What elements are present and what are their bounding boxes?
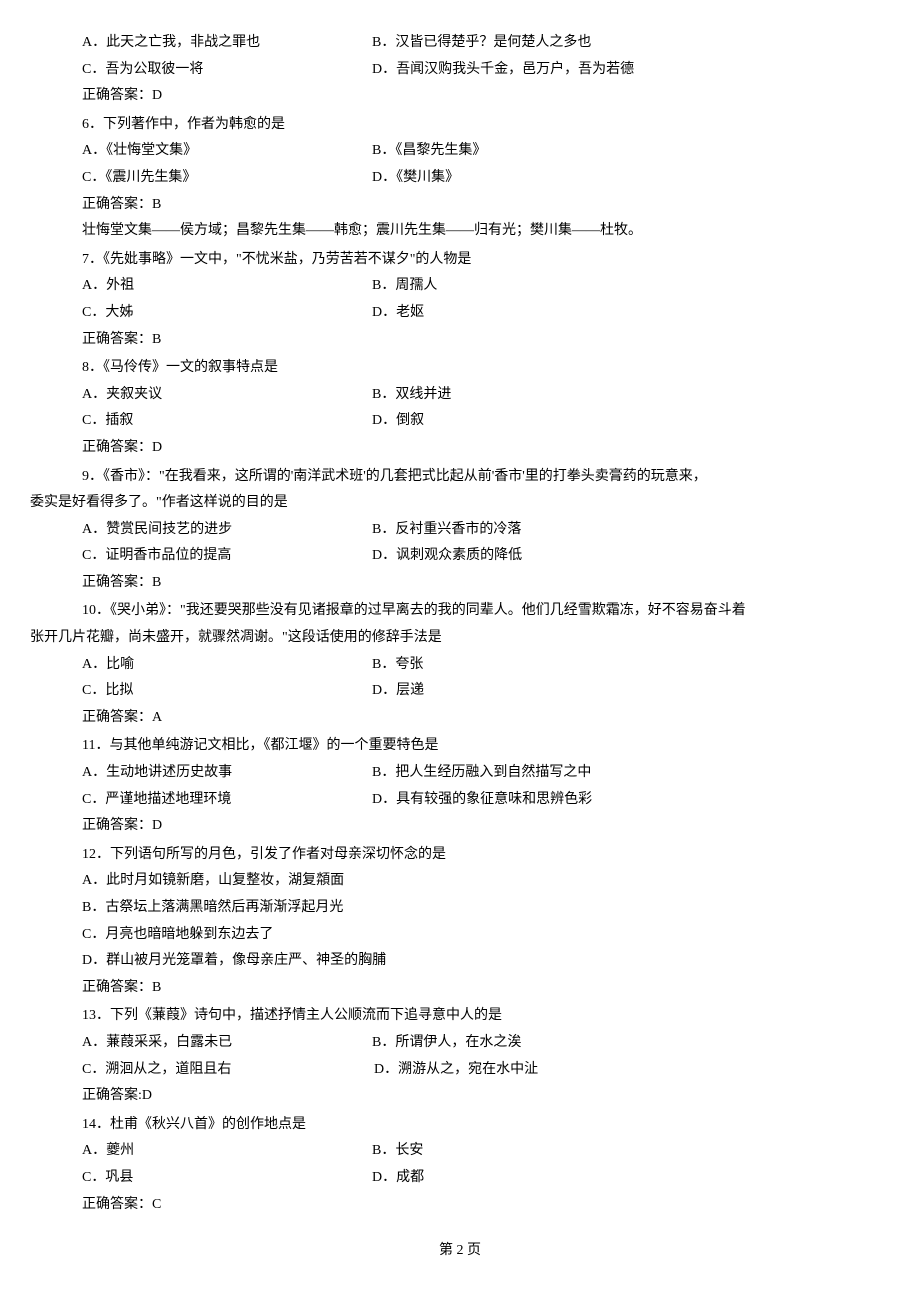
option-a: A．此天之亡我，非战之罪也 — [30, 30, 372, 57]
question-9: 9．《香市》："在我看来，这所谓的'南洋武术班'的几套把式比起从前'香市'里的打… — [30, 464, 890, 597]
option-a: A．外祖 — [30, 273, 372, 300]
question-text-line1: 9．《香市》："在我看来，这所谓的'南洋武术班'的几套把式比起从前'香市'里的打… — [30, 464, 890, 491]
question-text-line1: 10．《哭小弟》："我还要哭那些没有见诸报章的过早离去的我的同辈人。他们几经雪欺… — [30, 598, 890, 625]
option-row: A．此天之亡我，非战之罪也 B．汉皆已得楚乎？是何楚人之多也 — [30, 30, 890, 57]
option-d: D．溯游从之，宛在水中沚 — [372, 1057, 890, 1084]
option-d: D．群山被月光笼罩着，像母亲庄严、神圣的胸脯 — [30, 948, 890, 975]
question-13: 13．下列《蒹葭》诗句中，描述抒情主人公顺流而下追寻意中人的是 A．蒹葭采采，白… — [30, 1003, 890, 1109]
question-text: 12．下列语句所写的月色，引发了作者对母亲深切怀念的是 — [30, 842, 890, 869]
question-6: 6．下列著作中，作者为韩愈的是 A．《壮悔堂文集》 B．《昌黎先生集》 C．《震… — [30, 112, 890, 245]
option-c: C．吾为公取彼一将 — [30, 57, 372, 84]
option-b: B．反衬重兴香市的冷落 — [372, 517, 890, 544]
option-c: C．大姊 — [30, 300, 372, 327]
option-b: B．把人生经历融入到自然描写之中 — [372, 760, 890, 787]
question-12: 12．下列语句所写的月色，引发了作者对母亲深切怀念的是 A．此时月如镜新磨，山复… — [30, 842, 890, 1002]
answer: 正确答案：B — [30, 192, 890, 219]
option-row: A．比喻 B．夸张 — [30, 652, 890, 679]
option-d: D．《樊川集》 — [372, 165, 890, 192]
answer: 正确答案：D — [30, 813, 890, 840]
option-a: A．夹叙夹议 — [30, 382, 372, 409]
explanation: 壮悔堂文集——侯方域；昌黎先生集——韩愈；震川先生集——归有光；樊川集——杜牧。 — [30, 218, 890, 245]
option-row: A．赞赏民间技艺的进步 B．反衬重兴香市的冷落 — [30, 517, 890, 544]
answer: 正确答案：C — [30, 1192, 890, 1219]
question-text: 7．《先妣事略》一文中，"不忧米盐，乃劳苦若不谋夕"的人物是 — [30, 247, 890, 274]
answer: 正确答案：B — [30, 975, 890, 1002]
option-b: B．所谓伊人，在水之涘 — [372, 1030, 890, 1057]
question-text-line2: 委实是好看得多了。"作者这样说的目的是 — [30, 490, 890, 517]
question-7: 7．《先妣事略》一文中，"不忧米盐，乃劳苦若不谋夕"的人物是 A．外祖 B．周孺… — [30, 247, 890, 353]
question-14: 14．杜甫《秋兴八首》的创作地点是 A．夔州 B．长安 C．巩县 D．成都 正确… — [30, 1112, 890, 1218]
answer: 正确答案:D — [30, 1083, 890, 1110]
option-row: A．夹叙夹议 B．双线并进 — [30, 382, 890, 409]
question-text: 8．《马伶传》一文的叙事特点是 — [30, 355, 890, 382]
option-d: D．层递 — [372, 678, 890, 705]
option-row: C．比拟 D．层递 — [30, 678, 890, 705]
option-row: C．证明香市品位的提高 D．讽刺观众素质的降低 — [30, 543, 890, 570]
option-row: A．蒹葭采采，白露未已 B．所谓伊人，在水之涘 — [30, 1030, 890, 1057]
question-11: 11．与其他单纯游记文相比，《都江堰》的一个重要特色是 A．生动地讲述历史故事 … — [30, 733, 890, 839]
answer: 正确答案：B — [30, 570, 890, 597]
option-d: D．吾闻汉购我头千金，邑万户，吾为若德 — [372, 57, 890, 84]
question-5-partial: A．此天之亡我，非战之罪也 B．汉皆已得楚乎？是何楚人之多也 C．吾为公取彼一将… — [30, 30, 890, 110]
option-d: D．讽刺观众素质的降低 — [372, 543, 890, 570]
option-row: A．《壮悔堂文集》 B．《昌黎先生集》 — [30, 138, 890, 165]
answer: 正确答案：D — [30, 435, 890, 462]
option-b: B．长安 — [372, 1138, 890, 1165]
option-c: C．巩县 — [30, 1165, 372, 1192]
option-b: B．周孺人 — [372, 273, 890, 300]
answer: 正确答案：D — [30, 83, 890, 110]
option-b: B．《昌黎先生集》 — [372, 138, 890, 165]
option-b: B．夸张 — [372, 652, 890, 679]
option-d: D．倒叙 — [372, 408, 890, 435]
option-b: B．汉皆已得楚乎？是何楚人之多也 — [372, 30, 890, 57]
option-a: A．《壮悔堂文集》 — [30, 138, 372, 165]
option-c: C．严谨地描述地理环境 — [30, 787, 372, 814]
answer: 正确答案：A — [30, 705, 890, 732]
question-text: 14．杜甫《秋兴八首》的创作地点是 — [30, 1112, 890, 1139]
option-a: A．比喻 — [30, 652, 372, 679]
option-b: B．双线并进 — [372, 382, 890, 409]
question-8: 8．《马伶传》一文的叙事特点是 A．夹叙夹议 B．双线并进 C．插叙 D．倒叙 … — [30, 355, 890, 461]
question-10: 10．《哭小弟》："我还要哭那些没有见诸报章的过早离去的我的同辈人。他们几经雪欺… — [30, 598, 890, 731]
option-row: A．外祖 B．周孺人 — [30, 273, 890, 300]
option-c: C．证明香市品位的提高 — [30, 543, 372, 570]
option-d: D．老妪 — [372, 300, 890, 327]
option-row: C．溯洄从之，道阻且右 D．溯游从之，宛在水中沚 — [30, 1057, 890, 1084]
option-a: A．夔州 — [30, 1138, 372, 1165]
option-b: B．古祭坛上落满黑暗然后再渐渐浮起月光 — [30, 895, 890, 922]
question-text: 6．下列著作中，作者为韩愈的是 — [30, 112, 890, 139]
option-c: C．《震川先生集》 — [30, 165, 372, 192]
option-row: C．巩县 D．成都 — [30, 1165, 890, 1192]
option-a: A．蒹葭采采，白露未已 — [30, 1030, 372, 1057]
option-c: C．插叙 — [30, 408, 372, 435]
option-row: C．《震川先生集》 D．《樊川集》 — [30, 165, 890, 192]
page-number: 第 2 页 — [30, 1238, 890, 1265]
option-d: D．成都 — [372, 1165, 890, 1192]
option-c: C．比拟 — [30, 678, 372, 705]
option-a: A．赞赏民间技艺的进步 — [30, 517, 372, 544]
question-text: 11．与其他单纯游记文相比，《都江堰》的一个重要特色是 — [30, 733, 890, 760]
question-text: 13．下列《蒹葭》诗句中，描述抒情主人公顺流而下追寻意中人的是 — [30, 1003, 890, 1030]
option-c: C．月亮也暗暗地躲到东边去了 — [30, 922, 890, 949]
option-a: A．此时月如镜新磨，山复整妆，湖复頮面 — [30, 868, 890, 895]
option-row: C．大姊 D．老妪 — [30, 300, 890, 327]
option-a: A．生动地讲述历史故事 — [30, 760, 372, 787]
option-row: C．吾为公取彼一将 D．吾闻汉购我头千金，邑万户，吾为若德 — [30, 57, 890, 84]
option-row: A．生动地讲述历史故事 B．把人生经历融入到自然描写之中 — [30, 760, 890, 787]
option-d: D．具有较强的象征意味和思辨色彩 — [372, 787, 890, 814]
option-row: A．夔州 B．长安 — [30, 1138, 890, 1165]
option-row: C．严谨地描述地理环境 D．具有较强的象征意味和思辨色彩 — [30, 787, 890, 814]
option-c: C．溯洄从之，道阻且右 — [30, 1057, 372, 1084]
option-row: C．插叙 D．倒叙 — [30, 408, 890, 435]
answer: 正确答案：B — [30, 327, 890, 354]
question-text-line2: 张开几片花瓣，尚未盛开，就骤然凋谢。"这段话使用的修辞手法是 — [30, 625, 890, 652]
